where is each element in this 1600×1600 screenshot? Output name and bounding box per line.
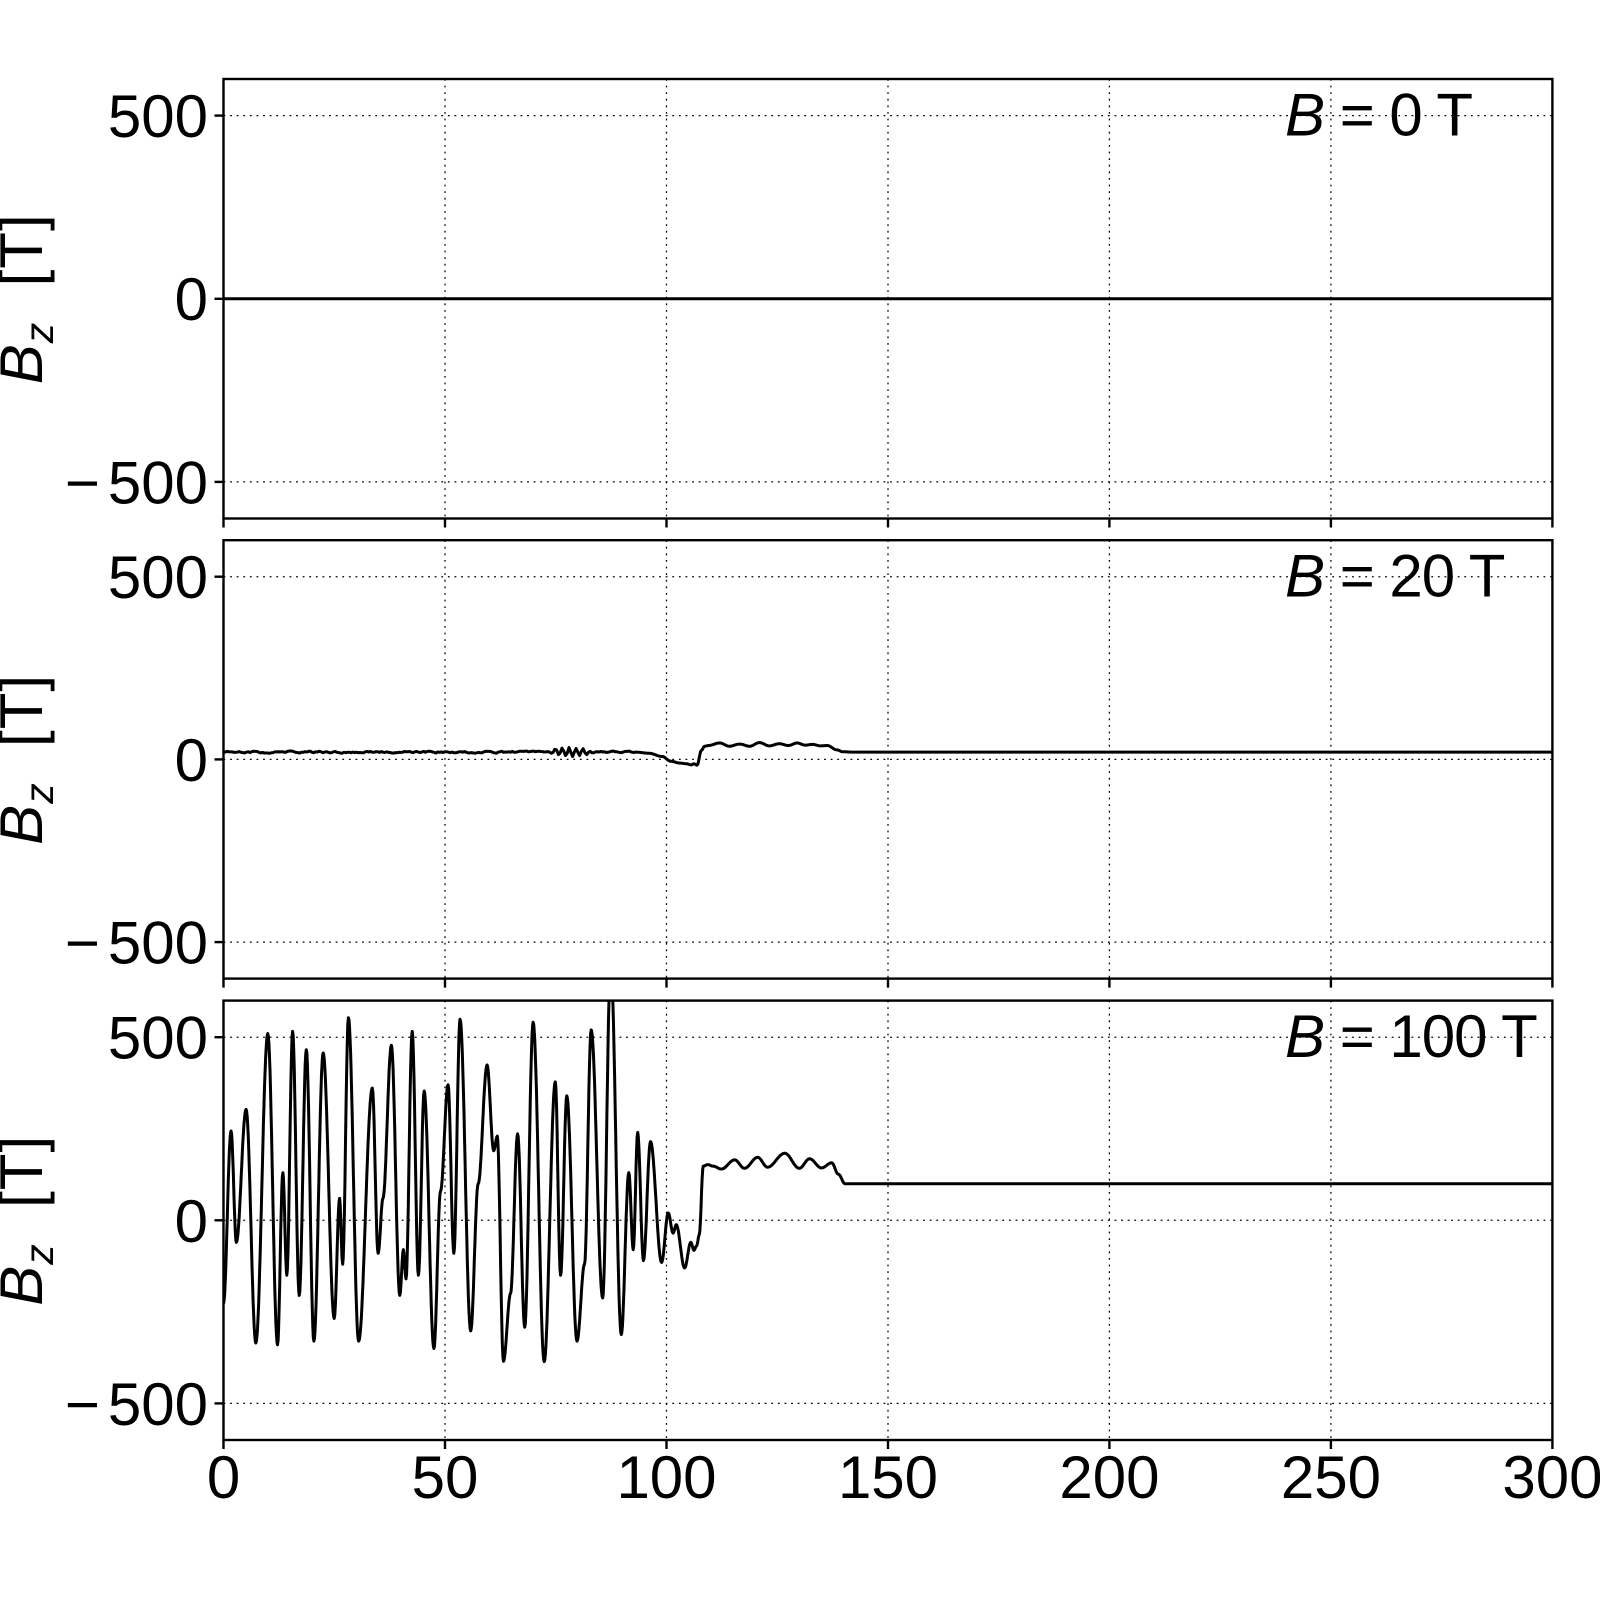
svg-text:Bz [T]: Bz [T] [0, 213, 62, 384]
svg-text:Bz [T]: Bz [T] [0, 674, 62, 845]
svg-text:200: 200 [1059, 1444, 1159, 1511]
svg-text:−500: −500 [65, 910, 208, 977]
svg-text:100: 100 [616, 1444, 716, 1511]
svg-text:0: 0 [175, 266, 208, 333]
svg-text:500: 500 [108, 1005, 208, 1072]
svg-text:500: 500 [108, 83, 208, 150]
svg-text:−500: −500 [65, 449, 208, 516]
svg-text:250: 250 [1281, 1444, 1381, 1511]
svg-text:Bz [T]: Bz [T] [0, 1135, 62, 1306]
svg-text:0: 0 [175, 1188, 208, 1255]
svg-text:B = 0 T: B = 0 T [1285, 82, 1472, 149]
svg-text:300: 300 [1502, 1444, 1600, 1511]
svg-text:150: 150 [838, 1444, 938, 1511]
svg-text:500: 500 [108, 544, 208, 611]
svg-text:−500: −500 [65, 1371, 208, 1438]
svg-text:B = 100 T: B = 100 T [1285, 1003, 1537, 1070]
svg-text:0: 0 [207, 1444, 240, 1511]
svg-text:B = 20 T: B = 20 T [1285, 543, 1505, 610]
svg-text:50: 50 [412, 1444, 479, 1511]
svg-text:0: 0 [175, 727, 208, 794]
